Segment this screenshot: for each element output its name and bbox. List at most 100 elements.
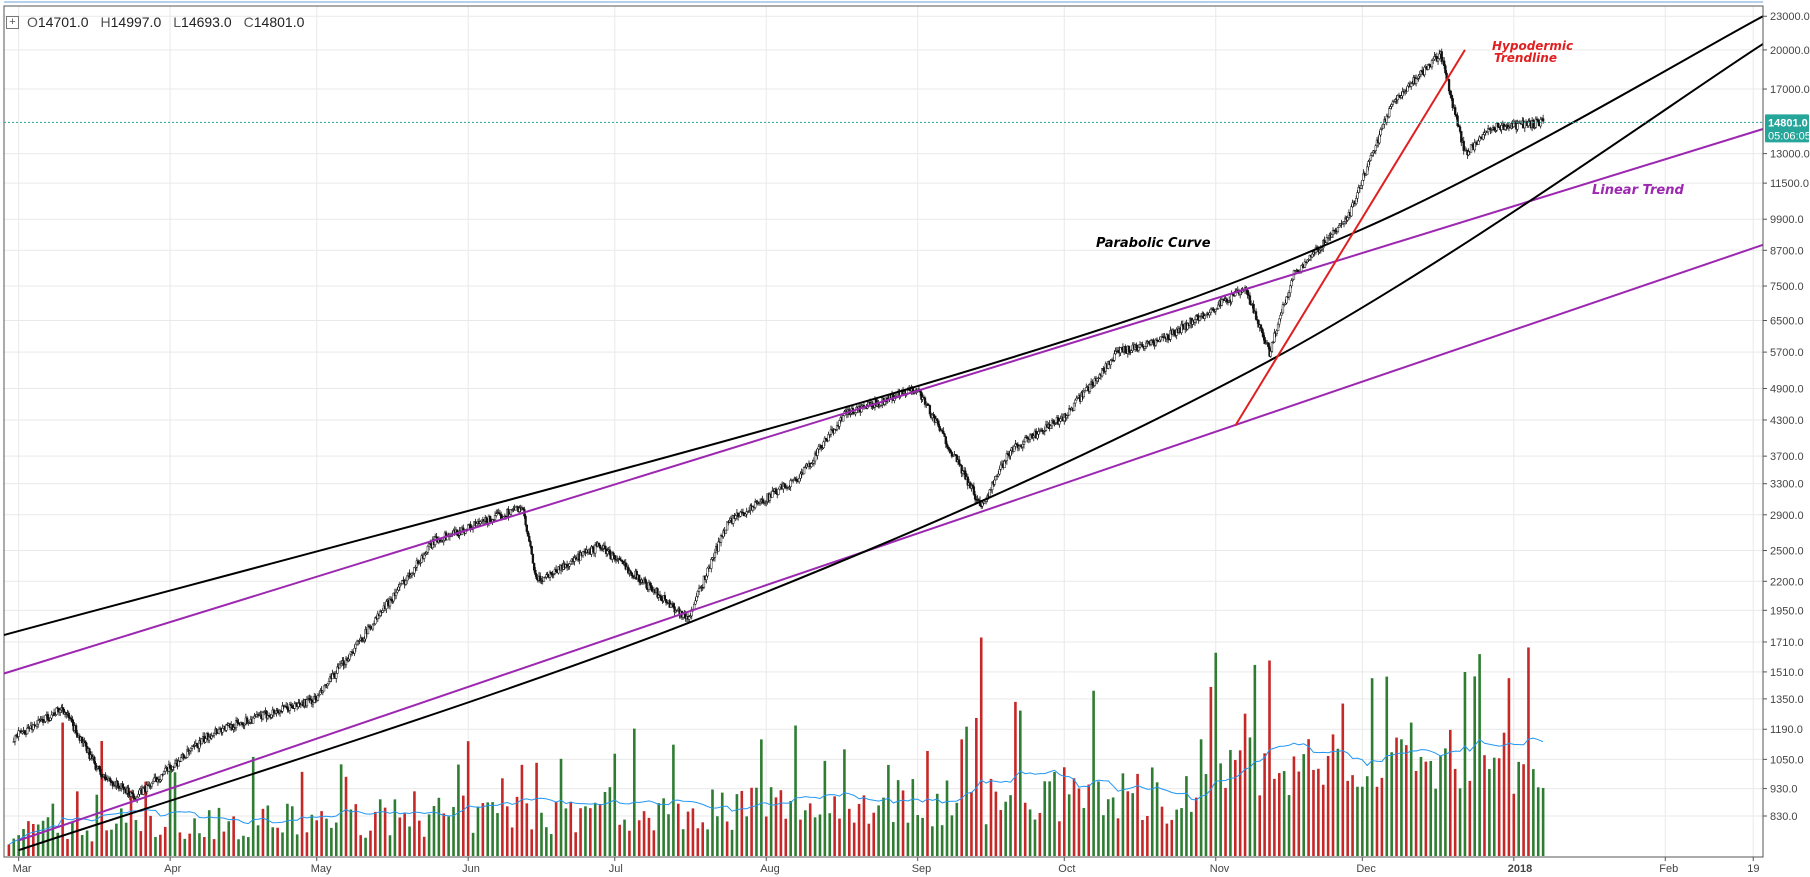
volume-bar [1204, 774, 1208, 856]
volume-bar [735, 794, 739, 856]
candle-body [817, 446, 820, 450]
volume-bar [691, 808, 695, 856]
volume-bar [75, 791, 79, 856]
volume-bar [1326, 755, 1330, 856]
candle-body [1473, 142, 1476, 151]
candle-body [74, 725, 78, 734]
volume-bar [569, 801, 573, 856]
volume-bar [931, 826, 934, 856]
candle-body [59, 709, 62, 713]
candle-body [942, 430, 945, 435]
candle-body [736, 512, 740, 517]
volume-bar [1400, 739, 1403, 856]
volume-bar [1199, 739, 1203, 856]
volume-bar [1282, 771, 1286, 856]
candle-body [656, 588, 659, 598]
candle-body [151, 780, 155, 784]
candle-body [1385, 115, 1388, 123]
volume-bar [760, 739, 763, 856]
candle-body [923, 397, 927, 405]
volume-bar [1087, 784, 1091, 856]
candle-body [1423, 66, 1426, 76]
volume-bar [354, 804, 358, 856]
x-tick-label: Aug [760, 863, 780, 875]
candle-body [998, 469, 1001, 475]
candle-body [1152, 339, 1155, 343]
candle-body [774, 488, 778, 494]
volume-bar [515, 796, 519, 856]
volume-bar [1536, 787, 1540, 856]
candle-body [327, 681, 331, 685]
candle-body [1248, 295, 1252, 305]
candle-body [1204, 313, 1208, 317]
volume-bar [452, 806, 455, 856]
volume-bar [711, 789, 714, 856]
lower-linear-trend [18, 243, 1764, 842]
candle-body [1091, 381, 1094, 385]
volume-bar [633, 728, 636, 856]
candle-body [949, 449, 952, 453]
volume-bar [877, 805, 880, 856]
candle-body [311, 702, 315, 705]
candle-body [613, 555, 616, 560]
candle-body [1389, 106, 1392, 109]
y-tick-label: 7500.0 [1770, 281, 1804, 293]
candle-body [419, 562, 422, 564]
candle-body [353, 647, 356, 654]
y-tick-label: 2200.0 [1770, 576, 1804, 588]
candle-body [1208, 312, 1211, 316]
candle-body [705, 575, 708, 580]
candle-body [1149, 340, 1153, 345]
volume-bar [1380, 777, 1384, 856]
ohlc-open: O14701.0 [27, 14, 89, 30]
candle-body [1014, 443, 1017, 447]
candle-body [1433, 56, 1436, 60]
candle-body [608, 549, 612, 556]
volume-bar [295, 834, 299, 856]
y-tick-label: 1350.0 [1770, 694, 1804, 706]
candle-body [550, 571, 553, 575]
volume-bar [535, 762, 538, 856]
volume-bar [1429, 760, 1433, 856]
candle-body [1065, 415, 1068, 419]
volume-bar [491, 802, 494, 856]
candle-body [321, 690, 324, 693]
x-tick-label: Feb [1659, 863, 1678, 875]
volume-bar [857, 803, 861, 856]
volume-bar [799, 819, 802, 856]
volume-bar [1483, 755, 1486, 856]
plus-box-icon[interactable]: + [6, 15, 19, 29]
y-tick-label: 4900.0 [1770, 384, 1804, 396]
volume-bar [843, 749, 846, 856]
candle-body [606, 550, 609, 555]
volume-bar [784, 818, 788, 856]
volume-bar [36, 824, 40, 856]
candle-body [138, 789, 141, 795]
volume-bar [901, 790, 905, 856]
volume-bar [1390, 752, 1393, 856]
x-tick-label: May [311, 863, 332, 875]
candle-body [688, 616, 691, 620]
volume-bar [1375, 786, 1379, 856]
candle-body [26, 727, 29, 735]
candle-body [697, 588, 701, 592]
candle-body [385, 601, 388, 610]
volume-bar [1331, 734, 1335, 856]
volume-bar [681, 829, 685, 856]
y-axis: 23000.0 20000.0 17000.0 13000.0 11500.0 9900.… [1762, 6, 1810, 857]
candle-body [423, 554, 426, 559]
volume-bar [1014, 701, 1017, 856]
volume-bar [701, 822, 705, 856]
candle-body [137, 794, 140, 798]
candle-body [168, 764, 172, 769]
candle-body [291, 705, 294, 709]
candle-body [598, 545, 602, 549]
volume-bar [1341, 703, 1345, 856]
candle-body [1254, 311, 1258, 320]
volume-bar [598, 803, 602, 856]
candle-body [1443, 60, 1446, 66]
volume-bar [887, 764, 890, 856]
volume-bar [315, 820, 319, 856]
volume-bar [100, 741, 104, 856]
